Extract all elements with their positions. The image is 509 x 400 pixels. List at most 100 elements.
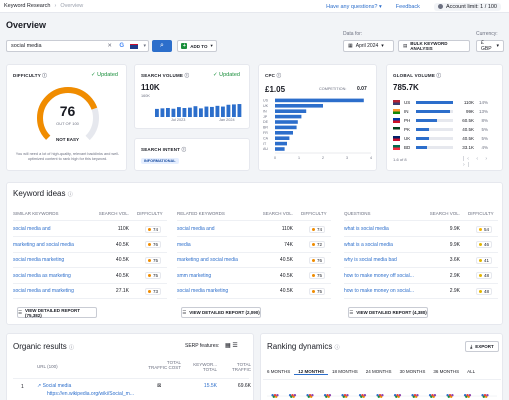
period-tab[interactable]: 30 MONTHS (399, 369, 426, 374)
ranking-point (486, 394, 489, 397)
difficulty-value: 54 (484, 226, 490, 232)
difficulty-dot (312, 258, 315, 262)
keyword-link[interactable]: social media and (13, 226, 51, 232)
keyword-link[interactable]: social media and marketing (13, 288, 74, 294)
keyword-link[interactable]: what is social media (344, 226, 389, 232)
keyword-volume: 27.1K (115, 288, 129, 294)
column-header-volume[interactable]: SEARCH VOL. (262, 211, 293, 216)
global-volume-row: PH 60.5K 8% (393, 116, 488, 124)
keyword-link[interactable]: marketing and social media (177, 257, 238, 263)
keyword-link[interactable]: marketing and social media (13, 241, 74, 248)
ranking-point (346, 394, 349, 397)
flag-icon (393, 126, 400, 132)
col-url[interactable]: URL (100) (37, 364, 58, 369)
result-title[interactable]: ↗ Social media (37, 383, 72, 389)
search-volume-bar (226, 104, 231, 117)
keyword-link[interactable]: social media as marketing (13, 272, 71, 279)
period-tab[interactable]: 24 MONTHS (365, 369, 392, 374)
column-header-keyword[interactable]: QUESTIONS (344, 211, 371, 216)
keyword-link[interactable]: smm marketing (177, 272, 212, 279)
difficulty-dot (148, 274, 151, 277)
country-volume: 40.5K (462, 135, 474, 141)
us-flag-icon[interactable] (130, 44, 138, 49)
cpc-bar (275, 98, 364, 103)
country-code: UK (404, 135, 411, 141)
divider (344, 220, 498, 221)
keyword-volume: 3.6K (449, 257, 460, 263)
result-keywords[interactable]: 15.5K (203, 383, 217, 389)
column-header-volume[interactable]: SEARCH VOL. (429, 211, 460, 216)
export-button[interactable]: ⤓ EXPORT (465, 341, 499, 352)
cpc-x-tick: 2 (322, 156, 324, 160)
competition-label: COMPETITION: (319, 87, 347, 91)
clear-icon[interactable]: ✕ (107, 43, 112, 49)
ranking-point (311, 394, 314, 397)
period-tab[interactable]: 36 MONTHS (433, 369, 460, 374)
period-tab[interactable]: 18 MONTHS (332, 369, 358, 374)
keyword-link[interactable]: how to make money on social... (344, 288, 415, 294)
cpc-bar (275, 131, 293, 135)
global-volume-row: IN 99K 13% (393, 107, 488, 115)
add-to-label: ADD TO (190, 43, 208, 49)
keyword-link[interactable]: social media and (177, 226, 215, 232)
difficulty-badge: 48 (476, 287, 493, 295)
competition-value: 0.07 (357, 86, 367, 92)
chevron-down-icon: ▾ (210, 43, 213, 48)
col-traffic[interactable]: TOTAL TRAFFIC (232, 362, 251, 372)
keyword-link[interactable]: how to make money off social... (344, 272, 414, 279)
add-to-button[interactable]: + ADD TO ▾ (177, 40, 217, 52)
questions-link[interactable]: Have any questions? ▾ (326, 3, 382, 10)
serp-features-icons[interactable]: ▦ ☰ (225, 343, 238, 349)
difficulty-badge: 73 (145, 287, 162, 295)
keyword-link[interactable]: social media marketing (13, 257, 65, 263)
account-limit-badge[interactable]: Account limit: 1 / 100 (433, 2, 501, 11)
difficulty-dot (312, 227, 315, 231)
feedback-link[interactable]: Feedback (395, 3, 420, 10)
share-fill (416, 118, 438, 122)
cpc-x-tick: 1 (298, 156, 300, 160)
view-detailed-report-button[interactable]: ☰ VIEW DETAILED REPORT (75,382) (17, 307, 97, 318)
country-share: 5% (481, 126, 488, 132)
flag-icon (393, 117, 400, 123)
column-header-difficulty[interactable]: DIFFICULTY (301, 211, 327, 216)
col-keywords[interactable]: KEYWOR... TOTAL (193, 362, 217, 372)
period-tab[interactable]: ALL (467, 369, 476, 374)
column-header-difficulty[interactable]: DIFFICULTY (137, 211, 163, 216)
cpc-bar (275, 114, 302, 119)
column-header-keyword[interactable]: RELATED KEYWORDS (177, 211, 225, 216)
search-volume-label: SEARCH VOLUME ⓘ (141, 73, 190, 78)
pagination-arrows[interactable]: |‹ ‹ › ›| (463, 156, 491, 168)
breadcrumb-keyword-research[interactable]: Keyword Research (4, 3, 51, 9)
column-header-keyword[interactable]: SIMILAR KEYWORDS (13, 211, 59, 216)
difficulty-dot (479, 258, 482, 262)
keyword-link[interactable]: social media marketing (177, 288, 229, 294)
breadcrumb-overview: Overview (60, 3, 84, 9)
column-header-volume[interactable]: SEARCH VOL. (98, 211, 129, 216)
period-tab[interactable]: 12 MONTHS (294, 369, 329, 375)
search-volume-bar (221, 106, 225, 117)
data-for-label: Data for: (343, 31, 363, 37)
view-detailed-report-button[interactable]: ☰ VIEW DETAILED REPORT (4,380) (348, 307, 428, 318)
column-header-difficulty[interactable]: DIFFICULTY (468, 211, 494, 216)
result-url[interactable]: https://en.wikipedia.org/wiki/Social_m..… (47, 391, 134, 397)
keyword-link[interactable]: what is a social media (344, 241, 393, 248)
organic-results-card: Organic results ⓘ SERP features: ▦ ☰ URL… (6, 333, 254, 400)
search-input[interactable]: social media ✕ G ▾ (6, 40, 149, 52)
col-traffic-cost[interactable]: TOTAL TRAFFIC COST (148, 360, 181, 370)
search-volume-updated: ✓ Updated (213, 72, 240, 78)
difficulty-badge: 76 (309, 256, 326, 264)
currency-select[interactable]: £ GBP ▾ (476, 40, 504, 52)
cpc-country-label: BR (263, 126, 268, 130)
difficulty-badge: 75 (309, 272, 326, 279)
search-button[interactable]: ⌕ (152, 40, 172, 52)
date-select[interactable]: ▦ April 2024 ▾ (343, 40, 394, 52)
chevron-down-icon[interactable]: ▾ (143, 43, 146, 49)
period-tab[interactable]: 6 MONTHS (267, 369, 291, 374)
bulk-keyword-analysis-button[interactable]: ▤ BULK KEYWORD ANALYSIS (398, 40, 470, 52)
view-detailed-report-button[interactable]: ☰ VIEW DETAILED REPORT (2,090) (181, 307, 261, 318)
keyword-link[interactable]: why is social media bad (344, 257, 397, 263)
keyword-ideas-card: Keyword ideas ⓘ SIMILAR KEYWORDS SEARCH V… (6, 182, 503, 325)
keyword-link[interactable]: media (177, 241, 191, 248)
share-track (416, 118, 453, 122)
cpc-bar (275, 136, 290, 140)
